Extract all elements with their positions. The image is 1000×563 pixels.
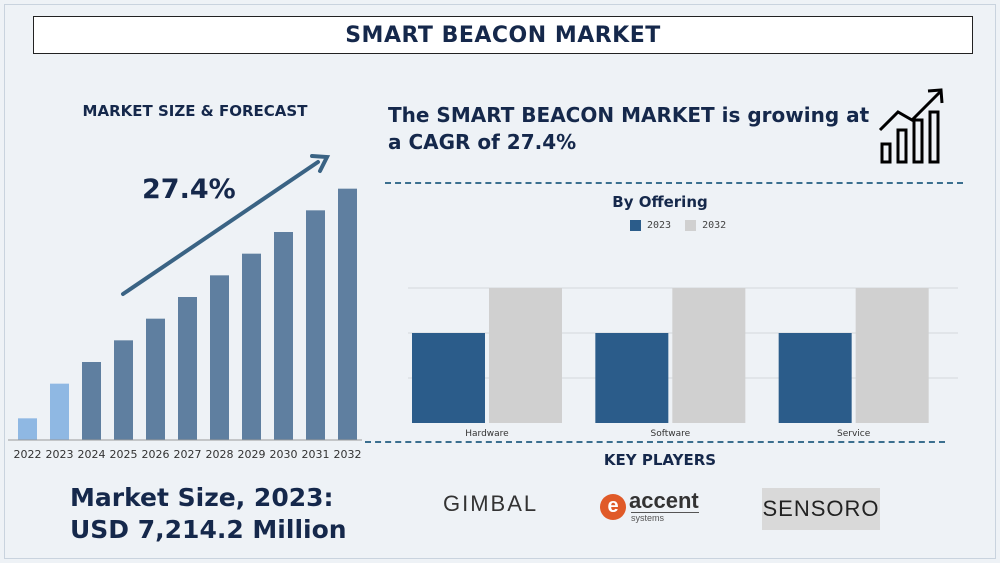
forecast-bar-2024 [82,362,101,440]
offering-legend: 2023 2032 [630,220,726,231]
page-title: SMART BEACON MARKET [345,22,661,48]
forecast-bar-2029 [242,253,261,440]
offering-chart: Hardware Software Service [408,287,958,439]
market-size-text: Market Size, 2023: USD 7,214.2 Million [70,482,347,546]
forecast-bar-2027 [178,297,197,440]
accent-logo-icon: e [600,493,626,520]
forecast-bar-2030 [274,232,293,440]
offering-bar-software-2023 [595,333,669,423]
offering-bar-software-2032 [672,288,746,423]
trend-arrow-icon [121,154,331,296]
cagr-headline: The SMART BEACON MARKET is growing at a … [388,103,870,154]
forecast-tick-2026: 2026 [142,448,170,461]
forecast-tick-2032: 2032 [334,448,362,461]
forecast-tick-2024: 2024 [78,448,106,461]
offering-chart-title: By Offering [612,193,708,211]
offering-tick-hardware: Hardware [465,429,509,439]
forecast-tick-2031: 2031 [302,448,330,461]
forecast-tick-2030: 2030 [270,448,298,461]
forecast-tick-2029: 2029 [238,448,266,461]
offering-tick-software: Software [650,429,690,439]
forecast-bar-2025 [114,340,133,440]
legend-swatch-2023 [630,220,641,231]
offering-bar-service-2032 [855,288,929,423]
accent-logo-sub: systems [631,512,699,523]
key-players-heading: KEY PLAYERS [603,451,717,469]
forecast-tick-2027: 2027 [174,448,202,461]
forecast-bar-2023 [50,383,69,440]
legend-item-2023: 2023 [630,220,671,231]
forecast-chart: 2022 2023 2024 2025 2026 2027 2028 2029 2030 2031… [8,154,362,461]
legend-label-2023: 2023 [647,220,672,231]
gimbal-logo: GIMBAL [443,491,539,516]
market-size-line1: Market Size, 2023: [70,483,334,512]
offering-bar-hardware-2032 [489,288,562,423]
title-banner: SMART BEACON MARKET [33,16,973,54]
page-frame [4,4,996,559]
forecast-tick-2022: 2022 [14,448,42,461]
forecast-tick-2028: 2028 [206,448,234,461]
legend-label-2032: 2032 [702,220,727,231]
offering-tick-service: Service [837,429,871,439]
forecast-bar-2031 [306,210,325,440]
growth-chart-icon [878,88,944,164]
accent-logo: e accent systems [600,490,699,523]
sensoro-logo: SENSORO [762,488,880,530]
divider-top [385,182,963,184]
legend-swatch-2032 [685,220,697,231]
divider-bottom [365,441,945,443]
legend-item-2032: 2032 [685,220,726,231]
forecast-bar-2026 [146,318,165,440]
forecast-bar-2032 [338,188,357,440]
offering-bar-hardware-2023 [412,333,485,423]
market-size-line2: USD 7,214.2 Million [70,515,347,544]
forecast-heading: MARKET SIZE & FORECAST [82,102,308,120]
forecast-tick-2025: 2025 [110,448,138,461]
accent-logo-name: accent [629,488,699,513]
forecast-bar-2028 [210,275,229,440]
forecast-tick-2023: 2023 [46,448,74,461]
cagr-label: 27.4% [142,174,236,205]
offering-bar-service-2023 [778,333,852,423]
forecast-bar-2022 [18,418,37,440]
